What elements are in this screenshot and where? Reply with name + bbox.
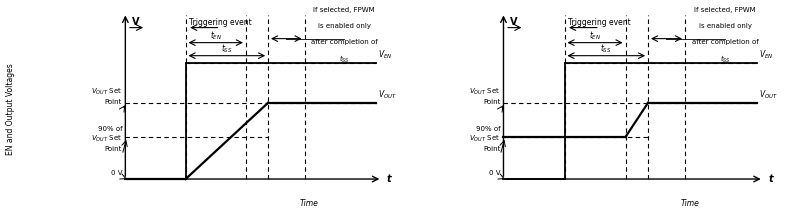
Text: $t_{SS}$: $t_{SS}$ [221,42,233,55]
Text: 0 V: 0 V [488,170,500,176]
Text: Point: Point [482,99,500,105]
Text: Point: Point [105,99,122,105]
Text: is enabled only: is enabled only [698,23,751,29]
Text: 90% of: 90% of [97,126,122,132]
Text: If selected, FPWM: If selected, FPWM [694,7,755,13]
Text: V: V [509,17,516,27]
Text: $V_{OUT}$ Set: $V_{OUT}$ Set [468,87,500,97]
Text: t: t [768,174,772,184]
Text: Point: Point [105,146,122,152]
Text: $V_{EN}$: $V_{EN}$ [377,48,391,61]
Text: $V_{OUT}$: $V_{OUT}$ [758,88,777,101]
Text: Triggering event: Triggering event [189,18,252,27]
Text: $V_{EN}$: $V_{EN}$ [758,48,772,61]
Text: is enabled only: is enabled only [318,23,371,29]
Text: after completion of: after completion of [310,39,377,45]
Text: $t_{EN}$: $t_{EN}$ [588,29,601,42]
Text: $V_{OUT}$ Set: $V_{OUT}$ Set [468,134,500,144]
Text: after completion of: after completion of [691,39,758,45]
Text: $V_{OUT}$ Set: $V_{OUT}$ Set [91,134,122,144]
Text: Triggering event: Triggering event [568,18,630,27]
Text: 0 V: 0 V [111,170,122,176]
Text: $t_{SS}$: $t_{SS}$ [719,54,730,65]
Text: Time: Time [299,199,318,208]
Text: $t_{EN}$: $t_{EN}$ [209,29,221,42]
Text: Point: Point [482,146,500,152]
Text: t: t [387,174,391,184]
Text: 90% of: 90% of [475,126,500,132]
Text: $t_{SS}$: $t_{SS}$ [600,42,611,55]
Text: V: V [132,17,139,27]
Text: $t_{SS}$: $t_{SS}$ [338,54,349,65]
Text: If selected, FPWM: If selected, FPWM [313,7,375,13]
Text: $V_{OUT}$: $V_{OUT}$ [377,88,396,101]
Text: Time: Time [679,199,699,208]
Text: $V_{OUT}$ Set: $V_{OUT}$ Set [91,87,122,97]
Text: EN and Output Voltages: EN and Output Voltages [6,63,15,155]
